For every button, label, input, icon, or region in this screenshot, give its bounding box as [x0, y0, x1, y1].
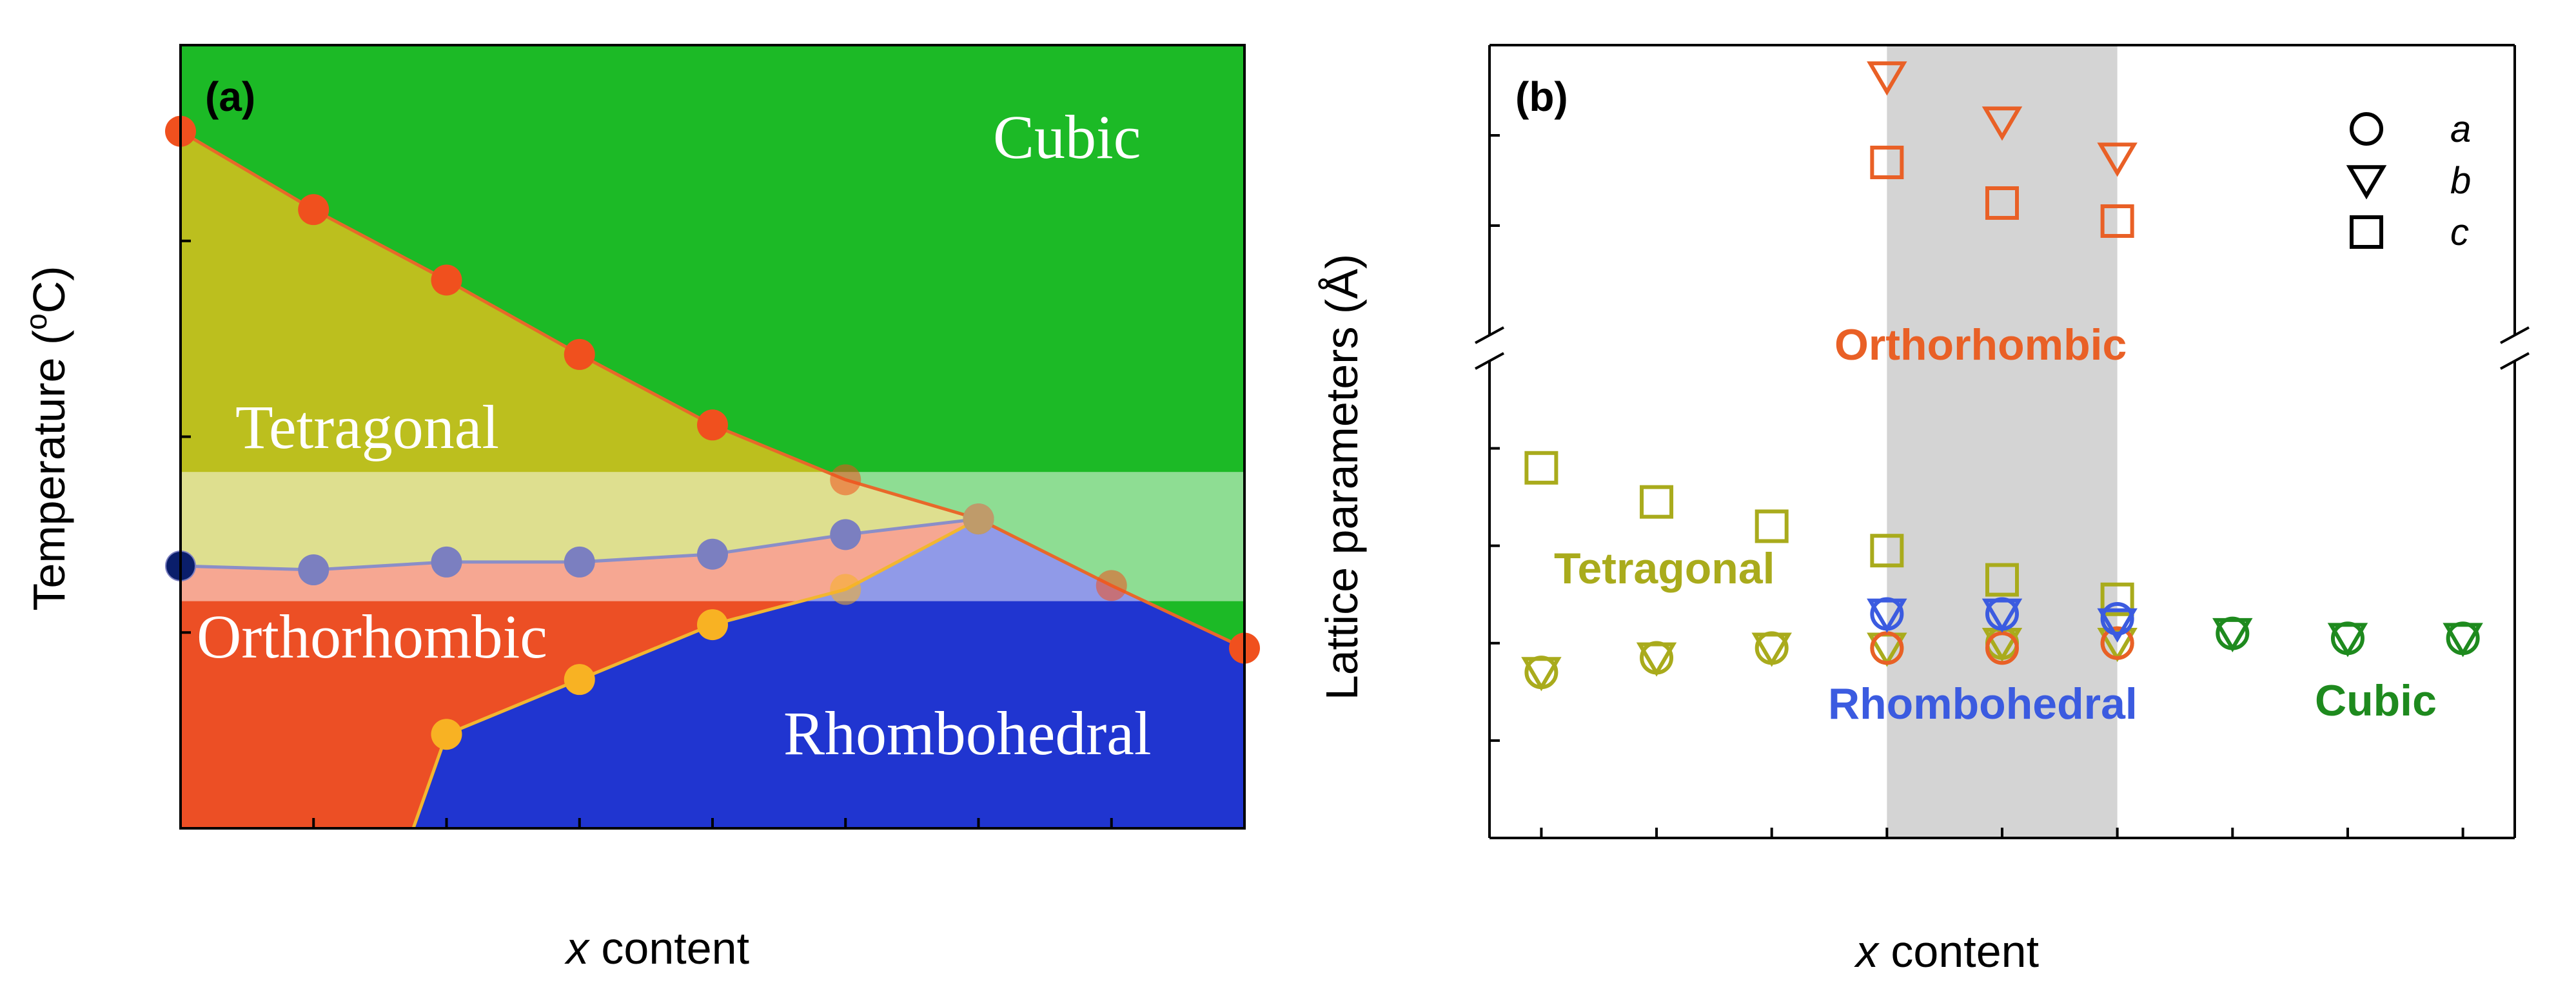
- axis-break-mark: [2500, 326, 2530, 344]
- axis-break-mark: [2500, 352, 2530, 370]
- marker-triangle-down: [1521, 657, 1562, 692]
- axis-break-mark: [1475, 326, 1504, 344]
- marker-circle: [1985, 631, 2019, 665]
- legend-marker-triangle-down: [2346, 165, 2387, 200]
- legend-marker-square: [2350, 215, 2383, 249]
- data-point: [431, 546, 462, 578]
- marker-square: [1985, 563, 2019, 597]
- axis-break-mark: [1475, 352, 1504, 370]
- marker-triangle-down: [2212, 618, 2253, 652]
- phase-label-orthorhombic: Orthorhombic: [1834, 320, 2127, 369]
- data-point: [697, 409, 728, 441]
- region-label-cubic: Cubic: [993, 102, 1141, 171]
- marker-triangle-down: [1981, 598, 2023, 633]
- data-point: [697, 609, 728, 641]
- phase-label-tetragonal: Tetragonal: [1554, 544, 1775, 593]
- marker-circle: [1870, 631, 1904, 665]
- marker-triangle-down: [2097, 608, 2138, 643]
- phase-label-cubic: Cubic: [2315, 676, 2437, 725]
- marker-square: [1985, 186, 2019, 220]
- legend: a b c: [2346, 108, 2471, 253]
- legend-marker-circle: [2350, 112, 2383, 146]
- marker-square: [1640, 485, 1674, 519]
- marker-square: [2100, 204, 2134, 238]
- boundary-line-2: [411, 517, 979, 828]
- data-point: [298, 194, 329, 226]
- region-label-tetragonal: Tetragonal: [235, 393, 499, 462]
- y-axis-label-b: Lattice parameters (Å): [1317, 254, 1367, 700]
- marker-triangle-down: [1867, 61, 1907, 96]
- marker-triangle-down: [1867, 598, 1907, 633]
- axis-ticks-b: [1490, 44, 2464, 839]
- marker-square: [1755, 509, 1789, 543]
- region-tetragonal: [181, 131, 979, 570]
- phase-label-rhombohedral: Rhombohedral: [1828, 679, 2138, 728]
- panel-b: (b) a b c Orthorhombic Tetragonal Rhombo…: [1317, 44, 2530, 977]
- axis-ticks-a: [179, 44, 1246, 830]
- x-axis-label-a: x content: [564, 923, 749, 973]
- data-point: [830, 519, 861, 550]
- legend-label-b: b: [2450, 160, 2471, 202]
- marker-circle: [2100, 602, 2134, 636]
- data-point: [830, 464, 861, 496]
- data-point: [564, 664, 595, 696]
- marker-square: [1870, 146, 1904, 179]
- data-point: [1096, 570, 1127, 601]
- data-markers: [1521, 61, 2483, 692]
- data-point: [564, 338, 595, 370]
- region-label-rhombohedral: Rhombohedral: [783, 699, 1152, 768]
- marker-triangle-down: [1751, 632, 1792, 667]
- marker-circle: [2100, 626, 2134, 660]
- data-point: [697, 538, 728, 570]
- marker-square: [1870, 534, 1904, 568]
- marker-triangle-down: [1981, 106, 2023, 141]
- legend-label-c: c: [2450, 211, 2469, 253]
- data-point: [564, 546, 595, 578]
- panel-label-b: (b): [1515, 73, 1568, 120]
- marker-triangle-down: [1636, 642, 1677, 677]
- data-point: [431, 719, 462, 750]
- data-point: [830, 574, 861, 605]
- data-point: [431, 264, 462, 296]
- shaded-region-upper: [1887, 45, 2118, 838]
- marker-triangle-down: [2327, 623, 2368, 657]
- y-axis-label-a: Temperature (oC): [19, 266, 74, 610]
- panel-a: (a) Cubic Tetragonal Orthorhombic Rhombo…: [19, 44, 1260, 973]
- data-point: [298, 554, 329, 586]
- region-label-orthorhombic: Orthorhombic: [197, 602, 547, 671]
- marker-square: [2100, 582, 2134, 616]
- room-temperature-band: [181, 472, 1244, 601]
- marker-square: [1524, 451, 1558, 485]
- legend-label-a: a: [2450, 108, 2471, 150]
- panel-label-a: (a): [205, 73, 255, 120]
- x-axis-label-b: x content: [1854, 926, 2039, 977]
- data-point: [963, 503, 994, 535]
- marker-triangle-down: [2443, 623, 2483, 657]
- marker-triangle-down: [2097, 142, 2138, 177]
